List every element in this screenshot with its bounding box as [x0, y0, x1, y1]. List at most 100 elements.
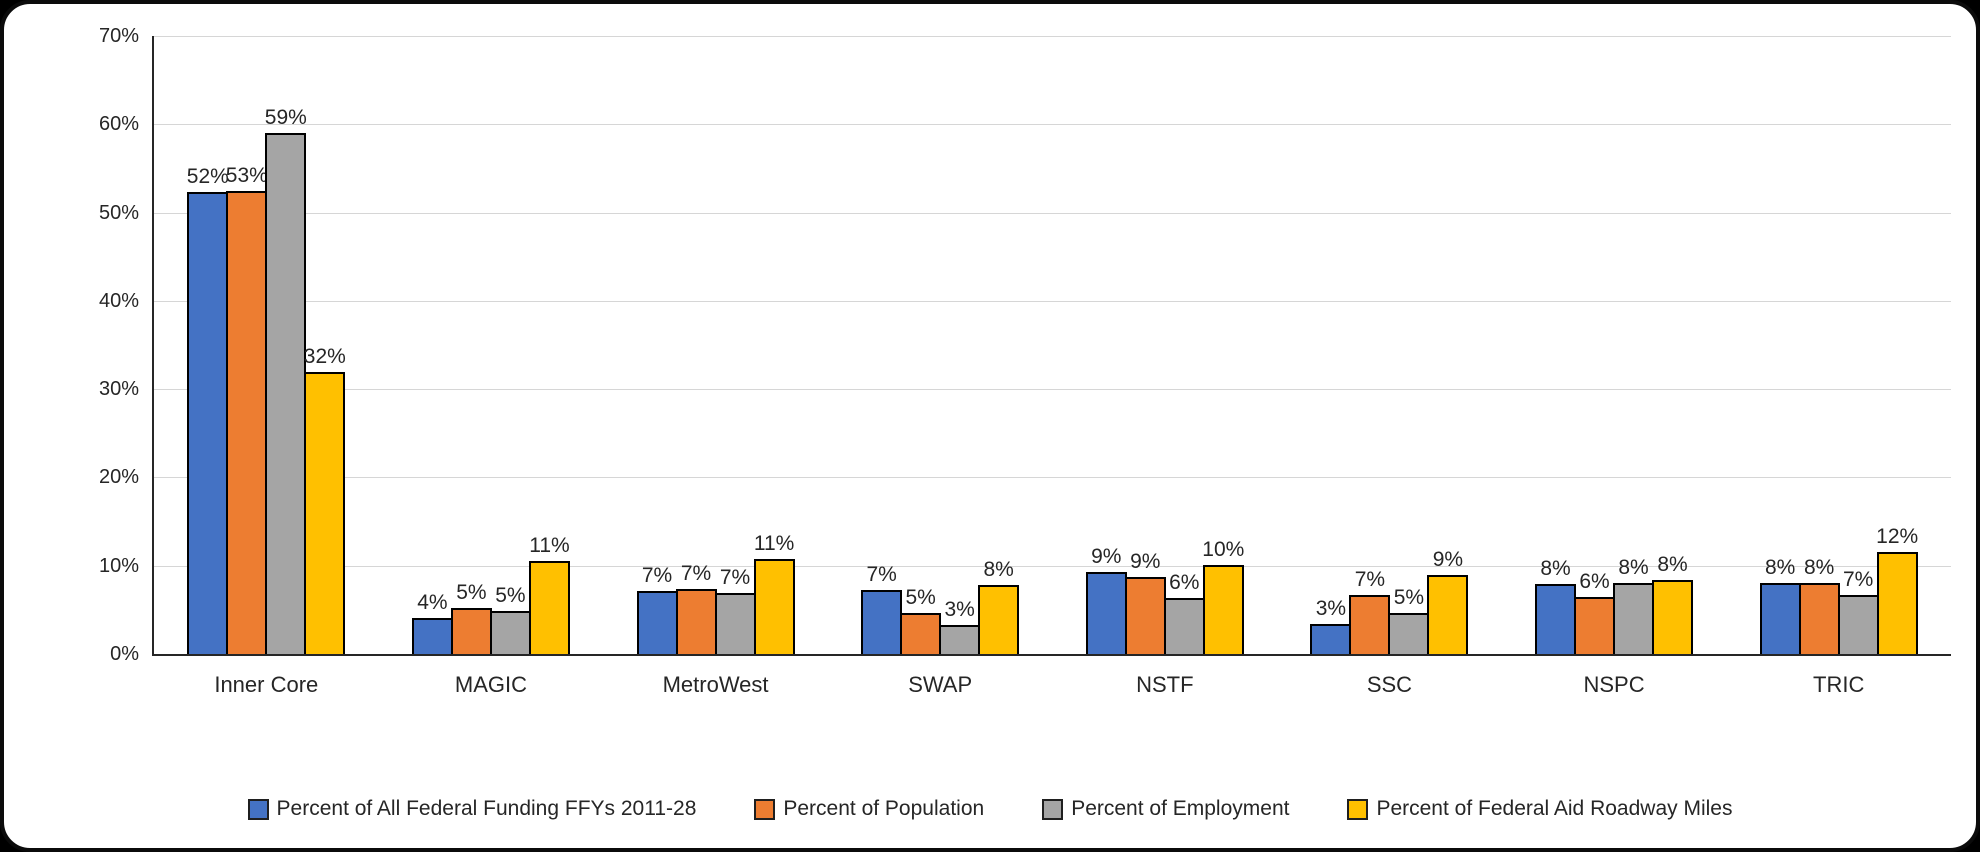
y-tick-label-0%: 0%: [110, 643, 139, 665]
bar-NSTF-Percent of Population: 9%: [1124, 550, 1166, 654]
data-label: 8%: [1618, 555, 1649, 579]
bar-SWAP-Percent of Population: 5%: [900, 586, 942, 654]
plot-area: 52% 53% 59% 32% 4% 5% 5% 11% 7% 7% 7% 11% 7% 5% 3% 8% 9%…: [154, 36, 1951, 654]
y-tick-label-70%: 70%: [98, 25, 139, 47]
data-label: 5%: [1393, 585, 1425, 609]
gridline-30%: [154, 389, 1951, 391]
data-label: 8%: [1804, 556, 1835, 580]
data-label: 5%: [905, 586, 936, 610]
data-label: 7%: [1843, 567, 1874, 591]
data-label: 9%: [1091, 544, 1122, 568]
bar-TRIC-Percent of Population: 8%: [1798, 556, 1840, 654]
bar-NSTF-Percent of Employment: 6%: [1163, 571, 1205, 654]
bar-SWAP-Percent of Employment: 3%: [939, 598, 981, 654]
bar-Inner Core-Percent of Federal Aid Roadway Miles: 32%: [304, 345, 346, 654]
bar-NSTF-Percent of All Federal Funding FFYs 2011-28: 9%: [1085, 545, 1127, 654]
legend-swatch-icon: [247, 798, 269, 820]
legend-swatch-icon: [754, 798, 776, 820]
bar-MAGIC-Percent of Population: 5%: [450, 581, 492, 654]
data-label: 8%: [1765, 555, 1796, 579]
legend-label: Percent of Federal Aid Roadway Miles: [1376, 797, 1733, 820]
bar-NSPC-Percent of Federal Aid Roadway Miles: 8%: [1652, 553, 1694, 654]
bar-MAGIC-Percent of Federal Aid Roadway Miles: 11%: [528, 534, 570, 654]
legend-label: Percent of Employment: [1071, 797, 1290, 820]
data-label: 7%: [1354, 567, 1386, 591]
bar-MAGIC-Percent of All Federal Funding FFYs 2011-28: 4%: [411, 591, 453, 654]
data-label: 7%: [719, 566, 751, 590]
gridline-40%: [154, 300, 1951, 302]
category-label-SSC: SSC: [1366, 672, 1413, 697]
bar-group-SWAP: 7% 5% 3% 8%: [861, 558, 1020, 654]
bar-SWAP-Percent of Federal Aid Roadway Miles: 8%: [978, 558, 1020, 654]
x-axis-line: [152, 654, 1951, 656]
category-label-NSTF: NSTF: [1136, 672, 1194, 697]
data-label: 3%: [1315, 596, 1347, 620]
legend-label: Percent of All Federal Funding FFYs 2011…: [276, 797, 697, 820]
bar-SWAP-Percent of All Federal Funding FFYs 2011-28: 7%: [861, 563, 903, 654]
gridline-20%: [154, 477, 1951, 479]
legend-item: Percent of Employment: [1042, 797, 1289, 821]
category-label-SWAP: SWAP: [908, 672, 973, 697]
category-label-TRIC: TRIC: [1813, 672, 1865, 697]
bar-SSC-Percent of Population: 7%: [1349, 568, 1391, 654]
category-label-MetroWest: MetroWest: [662, 672, 769, 697]
category-label-Inner Core: Inner Core: [214, 672, 319, 697]
bar-MAGIC-Percent of Employment: 5%: [489, 584, 531, 654]
data-label: 7%: [641, 564, 673, 588]
data-label: 5%: [456, 581, 487, 605]
data-label: 59%: [264, 106, 307, 130]
bar-SSC-Percent of Federal Aid Roadway Miles: 9%: [1427, 548, 1469, 654]
data-label: 32%: [303, 345, 346, 369]
data-label: 9%: [1130, 550, 1161, 574]
data-label: 8%: [983, 558, 1014, 582]
bar-group-NSTF: 9% 9% 6% 10%: [1085, 538, 1244, 654]
y-tick-label-30%: 30%: [98, 378, 139, 401]
data-label: 52%: [186, 165, 229, 189]
bar-Inner Core-Percent of Population: 53%: [226, 164, 268, 654]
y-tick-label-40%: 40%: [98, 289, 139, 312]
data-label: 3%: [944, 597, 975, 621]
data-label: 9%: [1432, 548, 1464, 572]
bar-MetroWest-Percent of Population: 7%: [675, 562, 717, 654]
gridline-60%: [154, 124, 1951, 126]
legend-swatch-icon: [1042, 798, 1064, 820]
legend-item: Percent of Population: [754, 797, 984, 821]
data-label: 53%: [225, 163, 268, 187]
gridline-50%: [154, 212, 1951, 214]
bar-SSC-Percent of Employment: 5%: [1388, 586, 1430, 654]
legend-label: Percent of Population: [783, 797, 985, 820]
data-label: 5%: [495, 583, 526, 607]
data-label: 12%: [1876, 524, 1919, 548]
bar-NSTF-Percent of Federal Aid Roadway Miles: 10%: [1202, 538, 1244, 654]
data-label: 10%: [1202, 537, 1245, 561]
bar-NSPC-Percent of Employment: 8%: [1613, 556, 1655, 654]
bar-MetroWest-Percent of All Federal Funding FFYs 2011-28: 7%: [636, 564, 678, 654]
bar-group-MAGIC: 4% 5% 5% 11%: [411, 534, 570, 654]
y-tick-label-60%: 60%: [98, 113, 139, 136]
data-label: 6%: [1579, 569, 1610, 593]
data-label: 4%: [417, 590, 448, 614]
category-label-MAGIC: MAGIC: [454, 672, 527, 697]
bar-TRIC-Percent of All Federal Funding FFYs 2011-28: 8%: [1759, 556, 1801, 654]
data-label: 11%: [753, 531, 795, 555]
bar-MetroWest-Percent of Federal Aid Roadway Miles: 11%: [753, 532, 795, 654]
data-label: 8%: [1540, 557, 1571, 581]
legend-item: Percent of All Federal Funding FFYs 2011…: [247, 797, 697, 821]
data-label: 7%: [866, 562, 897, 586]
bar-group-SSC: 3% 7% 5% 9%: [1310, 548, 1469, 654]
legend-item: Percent of Federal Aid Roadway Miles: [1347, 797, 1732, 821]
bar-TRIC-Percent of Federal Aid Roadway Miles: 12%: [1876, 525, 1918, 654]
bar-Inner Core-Percent of All Federal Funding FFYs 2011-28: 52%: [187, 165, 229, 654]
data-label: 11%: [529, 534, 570, 558]
bar-group-MetroWest: 7% 7% 7% 11%: [636, 532, 795, 654]
y-axis-line: [152, 36, 154, 656]
y-tick-label-50%: 50%: [98, 201, 139, 224]
bar-TRIC-Percent of Employment: 7%: [1837, 568, 1879, 654]
category-label-NSPC: NSPC: [1583, 672, 1645, 697]
gridline-70%: [154, 36, 1951, 37]
bar-group-NSPC: 8% 6% 8% 8%: [1535, 553, 1694, 654]
bar-NSPC-Percent of All Federal Funding FFYs 2011-28: 8%: [1535, 557, 1577, 654]
y-tick-label-20%: 20%: [98, 466, 139, 489]
bar-NSPC-Percent of Population: 6%: [1574, 570, 1616, 654]
